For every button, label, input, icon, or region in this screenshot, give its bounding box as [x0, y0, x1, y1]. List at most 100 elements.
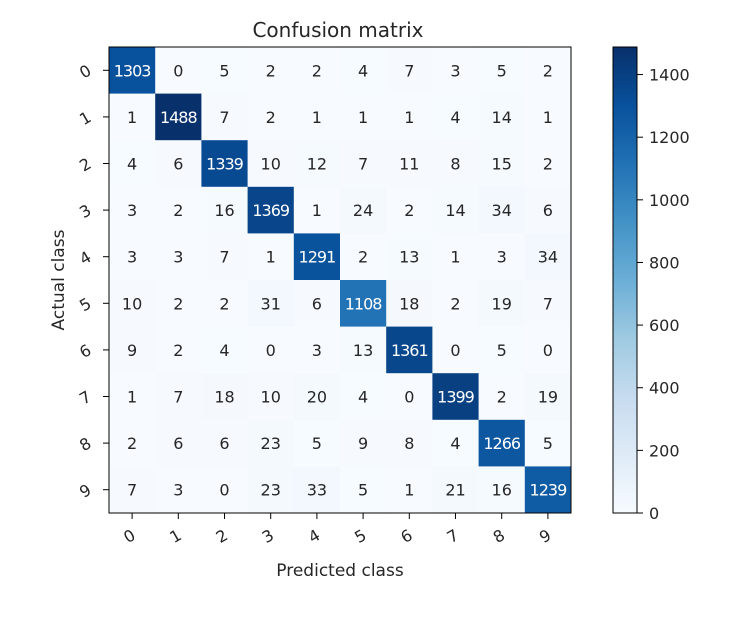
matrix-cell-value: 4 — [358, 61, 368, 80]
matrix-cell-value: 18 — [399, 294, 419, 313]
matrix-cell — [432, 419, 480, 467]
matrix-cell-value: 14 — [492, 108, 512, 127]
matrix-cell-value: 19 — [538, 388, 558, 407]
matrix-cell-value: 1 — [127, 388, 137, 407]
matrix-cell — [155, 47, 202, 95]
matrix-cell-value: 34 — [492, 201, 512, 220]
matrix-cell — [247, 326, 295, 374]
y-tick-label: 5 — [76, 294, 94, 316]
matrix-cell — [293, 47, 341, 95]
matrix-cell — [386, 466, 433, 514]
matrix-cell-value: 0 — [173, 61, 183, 80]
x-tick-label: 5 — [351, 525, 369, 547]
matrix-cell-value: 0 — [219, 481, 229, 500]
matrix-cell — [478, 47, 526, 95]
colorbar-tick-label: 200 — [649, 441, 680, 460]
matrix-cell-value: 1 — [312, 201, 322, 220]
y-tick-label: 6 — [76, 340, 94, 362]
matrix-cell — [478, 93, 526, 141]
matrix-cell-value: 16 — [214, 201, 234, 220]
matrix-cell-value: 2 — [497, 388, 507, 407]
matrix-cell — [201, 419, 249, 467]
matrix-cell — [293, 233, 341, 281]
chart-title: Confusion matrix — [252, 18, 423, 42]
matrix-cell-value: 21 — [445, 481, 465, 500]
matrix-cell — [201, 93, 249, 141]
matrix-cell-value: 2 — [127, 434, 137, 453]
matrix-cell-value: 13 — [353, 341, 373, 360]
matrix-cell-value: 6 — [312, 294, 322, 313]
x-tick-label: 2 — [213, 525, 231, 547]
colorbar-tick-label: 400 — [649, 379, 680, 398]
matrix-cell-value: 3 — [312, 341, 322, 360]
matrix-cell-labels: 1303 0 5 2 2 4 7 3 5 21 1488 7 2 1 1 1 4 14 14 6 1339 10 12 7 11… — [114, 61, 568, 500]
matrix-cell-value: 20 — [307, 388, 327, 407]
matrix-cell — [109, 280, 156, 328]
matrix-cell-value: 1303 — [114, 61, 151, 80]
matrix-cell — [478, 373, 526, 421]
matrix-cell-value: 2 — [543, 61, 553, 80]
matrix-cell — [155, 93, 202, 141]
matrix-cell-value: 15 — [492, 155, 512, 174]
matrix-cell — [386, 326, 433, 374]
colorbar — [612, 46, 638, 514]
matrix-cell — [155, 466, 202, 514]
matrix-cell-value: 16 — [492, 481, 512, 500]
matrix-cell-value: 4 — [358, 388, 368, 407]
matrix-cell-value: 3 — [450, 61, 460, 80]
matrix-cell-value: 1 — [312, 108, 322, 127]
matrix-cell-value: 24 — [353, 201, 373, 220]
matrix-cell — [524, 326, 572, 374]
matrix-cell — [340, 373, 387, 421]
matrix-cell — [340, 140, 387, 188]
x-tick-label: 3 — [259, 525, 277, 547]
x-axis-label: Predicted class — [276, 561, 404, 581]
matrix-cell-value: 2 — [219, 294, 229, 313]
matrix-cell-value: 1339 — [206, 155, 244, 174]
matrix-cell-value: 5 — [497, 61, 507, 80]
matrix-cell — [432, 47, 480, 95]
matrix-cell-value: 1361 — [391, 341, 428, 360]
matrix-cell — [293, 186, 341, 234]
matrix-cell — [293, 140, 341, 188]
matrix-cell — [432, 186, 480, 234]
matrix-cell — [109, 419, 156, 467]
matrix-cell-value: 2 — [266, 61, 276, 80]
matrix-cell — [432, 466, 480, 514]
matrix-cell — [109, 326, 156, 374]
matrix-cell-value: 7 — [543, 294, 553, 313]
matrix-cell — [340, 186, 387, 234]
matrix-cell-value: 10 — [261, 388, 281, 407]
matrix-cell-value: 2 — [543, 155, 553, 174]
matrix-cell — [109, 47, 156, 95]
matrix-cell-value: 23 — [261, 481, 281, 500]
colorbar-tick-label: 1200 — [649, 128, 690, 147]
y-axis-ticks: 0 1 2 3 4 5 6 7 8 9 — [76, 61, 109, 502]
matrix-cell-value: 7 — [219, 108, 229, 127]
matrix-cell-value: 1369 — [252, 201, 290, 220]
x-axis-ticks: 0 1 2 3 4 5 6 7 8 9 — [120, 513, 554, 547]
matrix-cell-value: 12 — [307, 155, 327, 174]
matrix-cell — [247, 233, 295, 281]
y-tick-label: 3 — [76, 201, 94, 223]
matrix-cell — [340, 419, 387, 467]
y-axis-label: Actual class — [49, 229, 69, 330]
matrix-cell-value: 11 — [399, 155, 419, 174]
matrix-cell — [524, 47, 572, 95]
matrix-cell — [386, 419, 433, 467]
matrix-cell — [432, 280, 480, 328]
matrix-cell-value: 5 — [219, 61, 229, 80]
matrix-cells — [109, 47, 572, 514]
matrix-cell — [201, 326, 249, 374]
matrix-cell-value: 23 — [261, 434, 281, 453]
matrix-cell — [340, 280, 387, 328]
matrix-cell-value: 6 — [173, 155, 183, 174]
matrix-cell — [478, 419, 526, 467]
matrix-cell — [386, 140, 433, 188]
x-tick-label: 4 — [305, 525, 323, 547]
matrix-cell-value: 4 — [450, 434, 460, 453]
matrix-cell-value: 7 — [404, 61, 414, 80]
matrix-cell — [293, 466, 341, 514]
matrix-cell-value: 2 — [173, 201, 183, 220]
